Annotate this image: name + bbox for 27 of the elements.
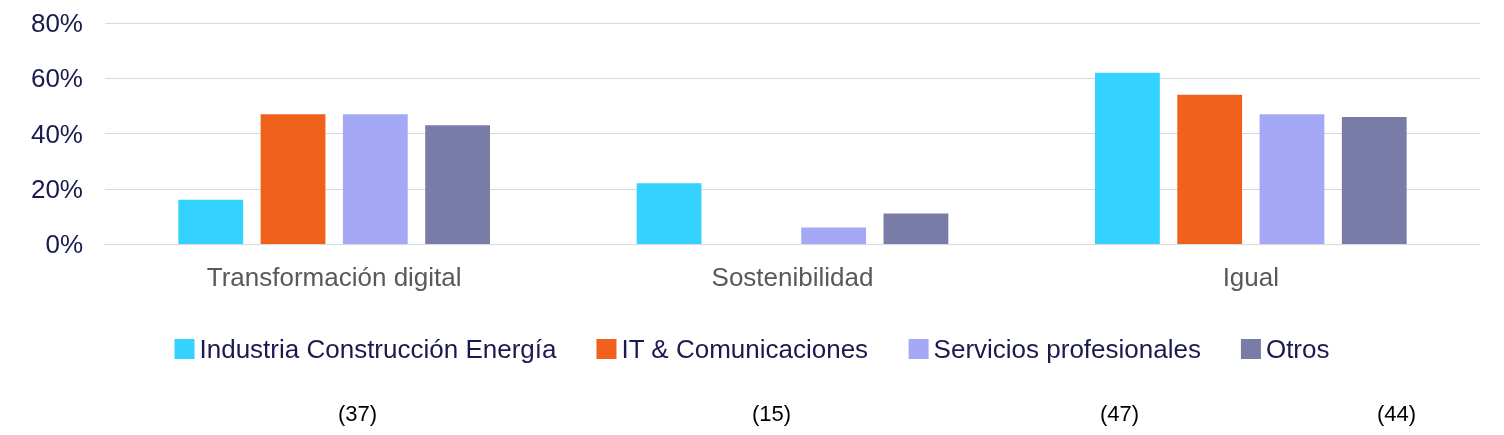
bar bbox=[425, 125, 490, 244]
bar bbox=[178, 199, 244, 244]
bar bbox=[883, 213, 949, 244]
x-tick-label: Transformación digital bbox=[206, 262, 462, 292]
bar bbox=[260, 114, 326, 244]
legend-label: Industria Construcción Energía bbox=[199, 334, 558, 364]
bar bbox=[1341, 116, 1407, 244]
bar bbox=[1095, 72, 1160, 244]
x-tick-label: Igual bbox=[1222, 262, 1280, 292]
text: (15) bbox=[752, 400, 792, 426]
legend-label: Otros bbox=[1265, 334, 1330, 364]
x-tick-label: Sostenibilidad bbox=[711, 262, 874, 292]
bar bbox=[636, 183, 702, 244]
y-tick-label: 0% bbox=[45, 229, 83, 259]
y-tick-label: 20% bbox=[30, 173, 83, 204]
y-tick-label: 80% bbox=[30, 8, 83, 38]
text: (44) bbox=[1377, 400, 1417, 426]
legend-label: Servicios profesionales bbox=[933, 334, 1201, 364]
text: (37) bbox=[338, 400, 378, 426]
bar bbox=[342, 114, 408, 244]
bar bbox=[1259, 114, 1325, 244]
y-tick-label: 40% bbox=[30, 118, 83, 149]
bar bbox=[1177, 94, 1243, 244]
y-tick-label: 60% bbox=[30, 63, 83, 94]
text: (47) bbox=[1100, 400, 1140, 426]
bar bbox=[801, 227, 867, 244]
legend-label: IT & Comunicaciones bbox=[621, 334, 869, 364]
